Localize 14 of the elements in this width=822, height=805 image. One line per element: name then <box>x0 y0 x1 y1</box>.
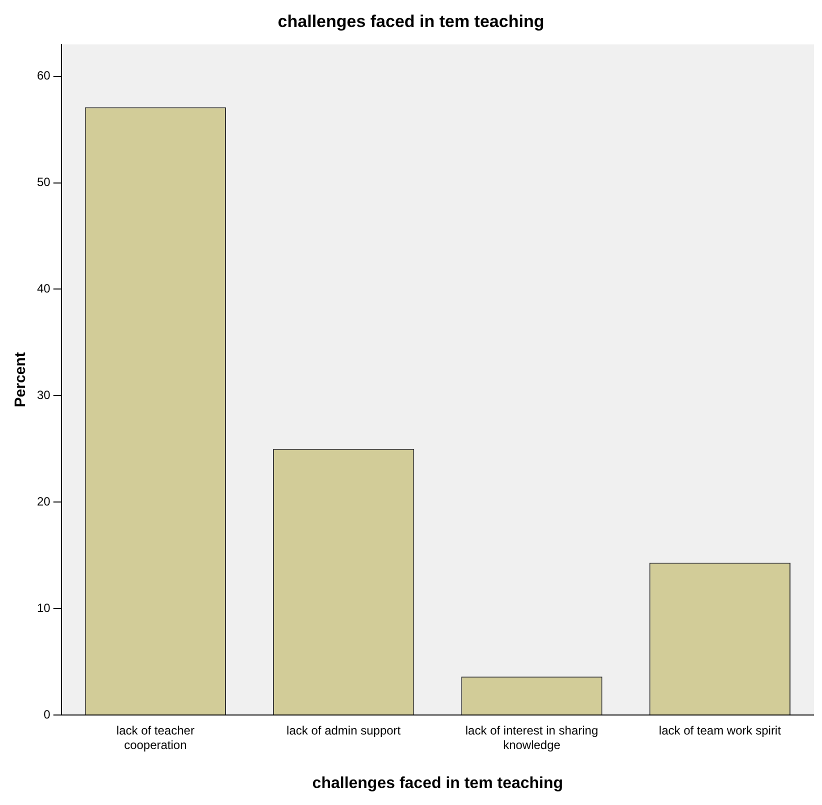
y-tick-label: 10 <box>36 600 51 615</box>
x-tick-label: lack of admin support <box>286 724 402 738</box>
y-tick-label: 50 <box>36 175 51 190</box>
y-axis-title: Percent <box>12 352 30 408</box>
y-tick-label: 40 <box>36 282 51 296</box>
chart-title: challenges faced in tem teaching <box>278 12 544 31</box>
x-tick-label: lack of team work spirit <box>658 724 782 738</box>
x-axis-title: challenges faced in tem teaching <box>312 774 564 792</box>
y-tick-label: 60 <box>36 68 51 83</box>
y-tick-label: 30 <box>36 388 51 402</box>
x-tick-label: lack of interest in sharing knowledge <box>465 724 598 752</box>
x-tick-label: lack of teacher cooperation <box>116 724 194 752</box>
y-tick-label: 20 <box>36 494 51 508</box>
y-tick-label: 0 <box>44 707 51 722</box>
